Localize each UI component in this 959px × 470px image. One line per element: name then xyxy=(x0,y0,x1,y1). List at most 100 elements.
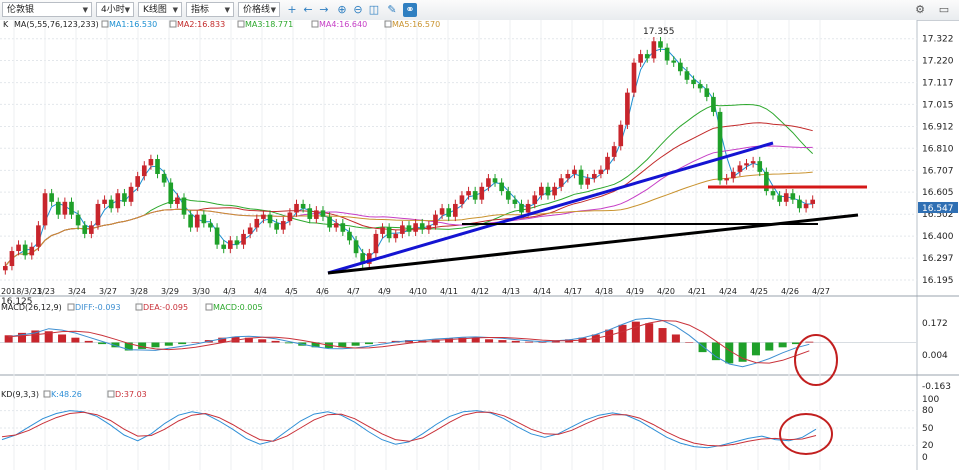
macd-bar xyxy=(111,342,120,348)
time-tick-label: 3/29 xyxy=(161,287,179,296)
price-tick-label: 17.220 xyxy=(922,57,954,67)
candle-body xyxy=(664,47,670,61)
candle-body xyxy=(22,244,28,256)
candle-body xyxy=(764,171,769,192)
price-line-select[interactable]: 价格线 ▼ xyxy=(238,2,280,17)
candle-body xyxy=(194,214,200,228)
dea-checkbox[interactable] xyxy=(135,303,143,311)
draw-icon[interactable]: ◫ xyxy=(368,3,380,16)
candle-body xyxy=(135,176,140,187)
candle-body xyxy=(75,214,81,226)
macd-tick-low: -0.163 xyxy=(922,382,951,392)
candle-body xyxy=(406,225,412,232)
period-select[interactable]: 4小时 ▼ xyxy=(96,2,134,17)
candle-body xyxy=(525,203,531,213)
time-axis-labels: 2018/3/213/23 3/24 3/27 3/28 3/29 3/30 4/3 4/4 4… xyxy=(1,287,830,296)
macd-bar xyxy=(525,341,534,343)
macd-bar xyxy=(311,342,320,348)
candle-body xyxy=(413,223,418,232)
ma4-checkbox[interactable] xyxy=(311,20,319,28)
macd-bar xyxy=(751,342,760,356)
time-tick-label: 3/30 xyxy=(192,287,210,296)
macd-legend: MACD:0.005 xyxy=(213,303,263,312)
candle-body xyxy=(439,208,445,215)
candle-body xyxy=(671,60,677,63)
low-annotation: 16.125 xyxy=(1,297,33,307)
k-checkbox[interactable] xyxy=(43,390,51,398)
ma2-checkbox[interactable] xyxy=(169,20,177,28)
price-grid xyxy=(0,38,917,281)
time-tick-label: 4/11 xyxy=(440,287,458,296)
chevron-down-icon: ▼ xyxy=(82,6,88,14)
link-icon[interactable]: ⚭ xyxy=(403,3,417,17)
candle-body xyxy=(347,231,352,241)
macd-bar xyxy=(18,332,27,343)
candle-body xyxy=(393,233,399,239)
macd-panel xyxy=(0,317,917,368)
diff-checkbox[interactable] xyxy=(67,303,75,311)
crosshair-icon[interactable]: + xyxy=(287,3,297,16)
ma1-checkbox[interactable] xyxy=(101,20,109,28)
time-tick-label: 4/12 xyxy=(471,287,489,296)
macd-bar xyxy=(631,321,640,343)
ma1-legend: MA1:16.530 xyxy=(109,20,157,29)
pencil-icon[interactable]: ✎ xyxy=(387,3,397,16)
blue-trendline[interactable] xyxy=(327,141,774,275)
ma5-checkbox[interactable] xyxy=(384,20,392,28)
candle-body xyxy=(400,225,405,234)
ma3-checkbox[interactable] xyxy=(237,20,245,28)
macd-bar xyxy=(364,342,373,345)
indicator-select[interactable]: 指标 ▼ xyxy=(186,2,234,17)
candle-body xyxy=(499,182,504,192)
candle-body xyxy=(658,41,663,48)
macd-checkbox[interactable] xyxy=(205,303,213,311)
time-tick-label: 4/7 xyxy=(347,287,360,296)
price-tick-label: 16.297 xyxy=(922,254,954,264)
candle-body xyxy=(2,266,8,271)
candle-body xyxy=(42,193,48,226)
kd-tick-20: 20 xyxy=(922,441,934,451)
macd-bar xyxy=(698,342,707,353)
time-tick-label: 3/24 xyxy=(68,287,86,296)
candle-body xyxy=(201,214,207,224)
settings-icon[interactable]: ⚙ xyxy=(915,3,925,16)
candle-body xyxy=(770,191,776,196)
time-tick-label: 3/28 xyxy=(130,287,148,296)
time-tick-label: 4/13 xyxy=(502,287,520,296)
time-tick-label: 4/27 xyxy=(812,287,830,296)
arrow-right-icon[interactable]: → xyxy=(319,3,329,16)
candle-body xyxy=(261,214,266,219)
symbol-select[interactable]: 伦敦银 ▼ xyxy=(2,2,92,17)
candle-body xyxy=(466,191,471,196)
chart-type-select[interactable]: K线图 ▼ xyxy=(138,2,182,17)
candle-body xyxy=(307,208,313,219)
symbol-label: 伦敦银 xyxy=(7,5,35,15)
candle-body xyxy=(578,169,584,185)
macd-bar xyxy=(191,342,200,343)
ma2-legend: MA2:16.833 xyxy=(177,20,225,29)
candle-body xyxy=(168,182,174,204)
high-annotation: 17.355 xyxy=(643,27,675,37)
arrow-left-icon[interactable]: ← xyxy=(303,3,313,16)
ma4-legend: MA4:16.640 xyxy=(319,20,367,29)
candle-body xyxy=(737,165,743,172)
macd-bar xyxy=(658,328,667,343)
chevron-down-icon: ▼ xyxy=(270,6,276,14)
kd-panel xyxy=(0,410,917,449)
d-checkbox[interactable] xyxy=(107,390,115,398)
macd-bar xyxy=(538,342,547,343)
candle-body xyxy=(55,201,61,215)
macd-bar xyxy=(711,342,720,361)
candle-body xyxy=(724,178,729,181)
zoom-out-icon[interactable]: ⊖ xyxy=(353,3,363,16)
candle-body xyxy=(353,240,359,254)
candle-body xyxy=(128,186,134,202)
macd-bar xyxy=(44,331,53,343)
k-title: K xyxy=(3,20,9,29)
window-icon[interactable]: ▭ xyxy=(938,3,950,16)
candle-body xyxy=(380,227,385,234)
period-label: 4小时 xyxy=(101,5,125,15)
zoom-in-icon[interactable]: ⊕ xyxy=(337,3,347,16)
price-tick-label: 17.117 xyxy=(922,79,954,89)
candle-body xyxy=(638,54,643,63)
